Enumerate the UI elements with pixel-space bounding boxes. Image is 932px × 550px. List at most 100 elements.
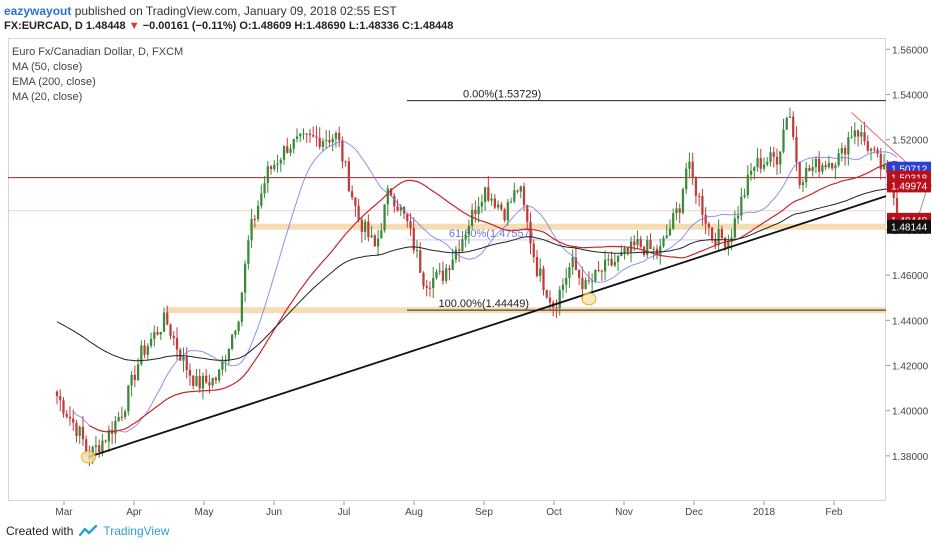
candle-body [665, 235, 668, 238]
highlight-marker [581, 292, 597, 306]
candle-body [149, 338, 153, 346]
candle-body [373, 235, 376, 247]
chart-legend: Euro Fx/Canadian Dollar, D, FXCM MA (50,… [12, 45, 183, 105]
fib-label: 100.00%(1.44449) [439, 298, 530, 310]
author-name[interactable]: eazywayout [4, 4, 72, 18]
candle-body [548, 297, 552, 303]
tradingview-logo-icon [79, 525, 98, 537]
y-axis-label: 1.52000 [892, 136, 929, 147]
candle-body [263, 183, 266, 194]
candle-body [380, 230, 383, 239]
x-axis-label: May [195, 507, 214, 518]
candle-body [496, 204, 500, 208]
candle-body [159, 331, 162, 335]
candle-body [458, 249, 461, 251]
created-with-label: Created with [6, 524, 74, 538]
candle-body [895, 197, 899, 226]
tradingview-brand[interactable]: TradingView [103, 524, 170, 538]
candle-body [578, 270, 581, 278]
candle-body [136, 364, 140, 381]
candle-body [882, 164, 886, 170]
x-axis-label: Aug [405, 507, 423, 518]
candle-body [237, 321, 240, 332]
candle-body [282, 146, 286, 160]
y-axis-label: 1.56000 [892, 45, 929, 56]
candle-body [461, 239, 464, 251]
candle-body [198, 376, 201, 389]
candle-body [717, 229, 720, 246]
candle-body [201, 375, 205, 389]
candle-body [114, 421, 117, 434]
candle-body [831, 163, 834, 169]
candle-body [175, 338, 179, 350]
candle-body [62, 400, 65, 414]
candle-body [587, 280, 591, 282]
candle-body [260, 193, 263, 206]
price-change: −0.00161 (−0.11%) [142, 20, 237, 32]
candle-body [610, 259, 613, 266]
high-label: H: [294, 20, 306, 32]
candle-body [766, 162, 769, 165]
candle-body [127, 385, 130, 412]
candle-body [101, 440, 104, 452]
candle-body [396, 206, 399, 211]
candle-body [843, 147, 847, 155]
candle-body [646, 240, 649, 255]
candle-body [775, 156, 779, 165]
candle-body [234, 331, 237, 335]
candle-body [59, 396, 62, 401]
candle-body [107, 429, 111, 442]
ma20-line [72, 141, 898, 433]
candles [55, 107, 899, 467]
candle-body [581, 277, 584, 289]
candle-body [513, 190, 516, 202]
candle-body [649, 240, 652, 250]
candle-body [779, 151, 782, 165]
x-axis-label: Jun [266, 507, 282, 518]
candle-body [117, 416, 120, 422]
candle-body [626, 247, 629, 253]
support-zone-upper [249, 223, 886, 230]
candle-body [636, 239, 639, 246]
candle-body [276, 163, 279, 165]
candle-body [487, 187, 490, 201]
candle-body [471, 209, 474, 226]
candle-body [341, 140, 344, 162]
candle-body [78, 426, 81, 436]
candle-body [162, 312, 166, 332]
candle-body [555, 307, 558, 309]
candle-body [788, 116, 792, 118]
legend-ema200: EMA (200, close) [12, 76, 96, 88]
candle-body [143, 345, 146, 355]
candle-body [480, 202, 483, 207]
candle-body [594, 270, 597, 281]
candle-body [490, 198, 493, 201]
x-axis-label: Apr [126, 507, 142, 518]
publish-info: eazywayout published on TradingView.com,… [4, 4, 397, 18]
candle-body [231, 334, 234, 349]
candle-body [662, 237, 665, 247]
candle-body [425, 285, 428, 288]
candle-body [253, 218, 256, 220]
candle-body [714, 239, 717, 246]
candle-body [727, 241, 730, 248]
candle-body [406, 213, 409, 222]
candle-body [736, 215, 740, 219]
candle-body [172, 335, 175, 339]
high-value: 1.48690 [306, 20, 346, 32]
candle-body [474, 209, 477, 215]
candle-body [75, 422, 78, 436]
candle-body [104, 440, 107, 442]
candle-body [383, 204, 386, 231]
ma50-line [89, 160, 898, 433]
candle-body [464, 234, 467, 240]
candle-body [620, 252, 623, 257]
candle-body [428, 287, 432, 289]
candle-body [811, 167, 814, 171]
candle-body [723, 238, 727, 248]
candle-body [338, 133, 341, 141]
chart-pane[interactable] [8, 38, 886, 501]
candle-body [308, 133, 312, 136]
last-price: 1.48448 [85, 20, 126, 32]
